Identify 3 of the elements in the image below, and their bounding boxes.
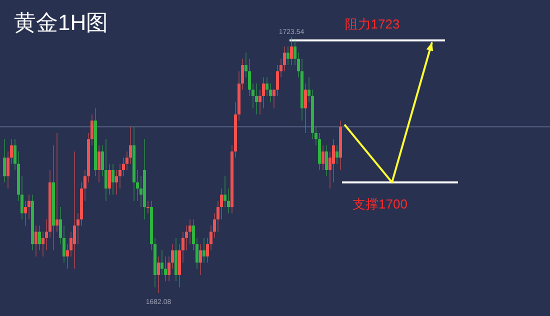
ref-line-label: 阻力1723	[344, 16, 400, 32]
ref-line-label: 支撑1700	[352, 196, 408, 212]
chart-title: 黄金1H图	[14, 10, 108, 35]
